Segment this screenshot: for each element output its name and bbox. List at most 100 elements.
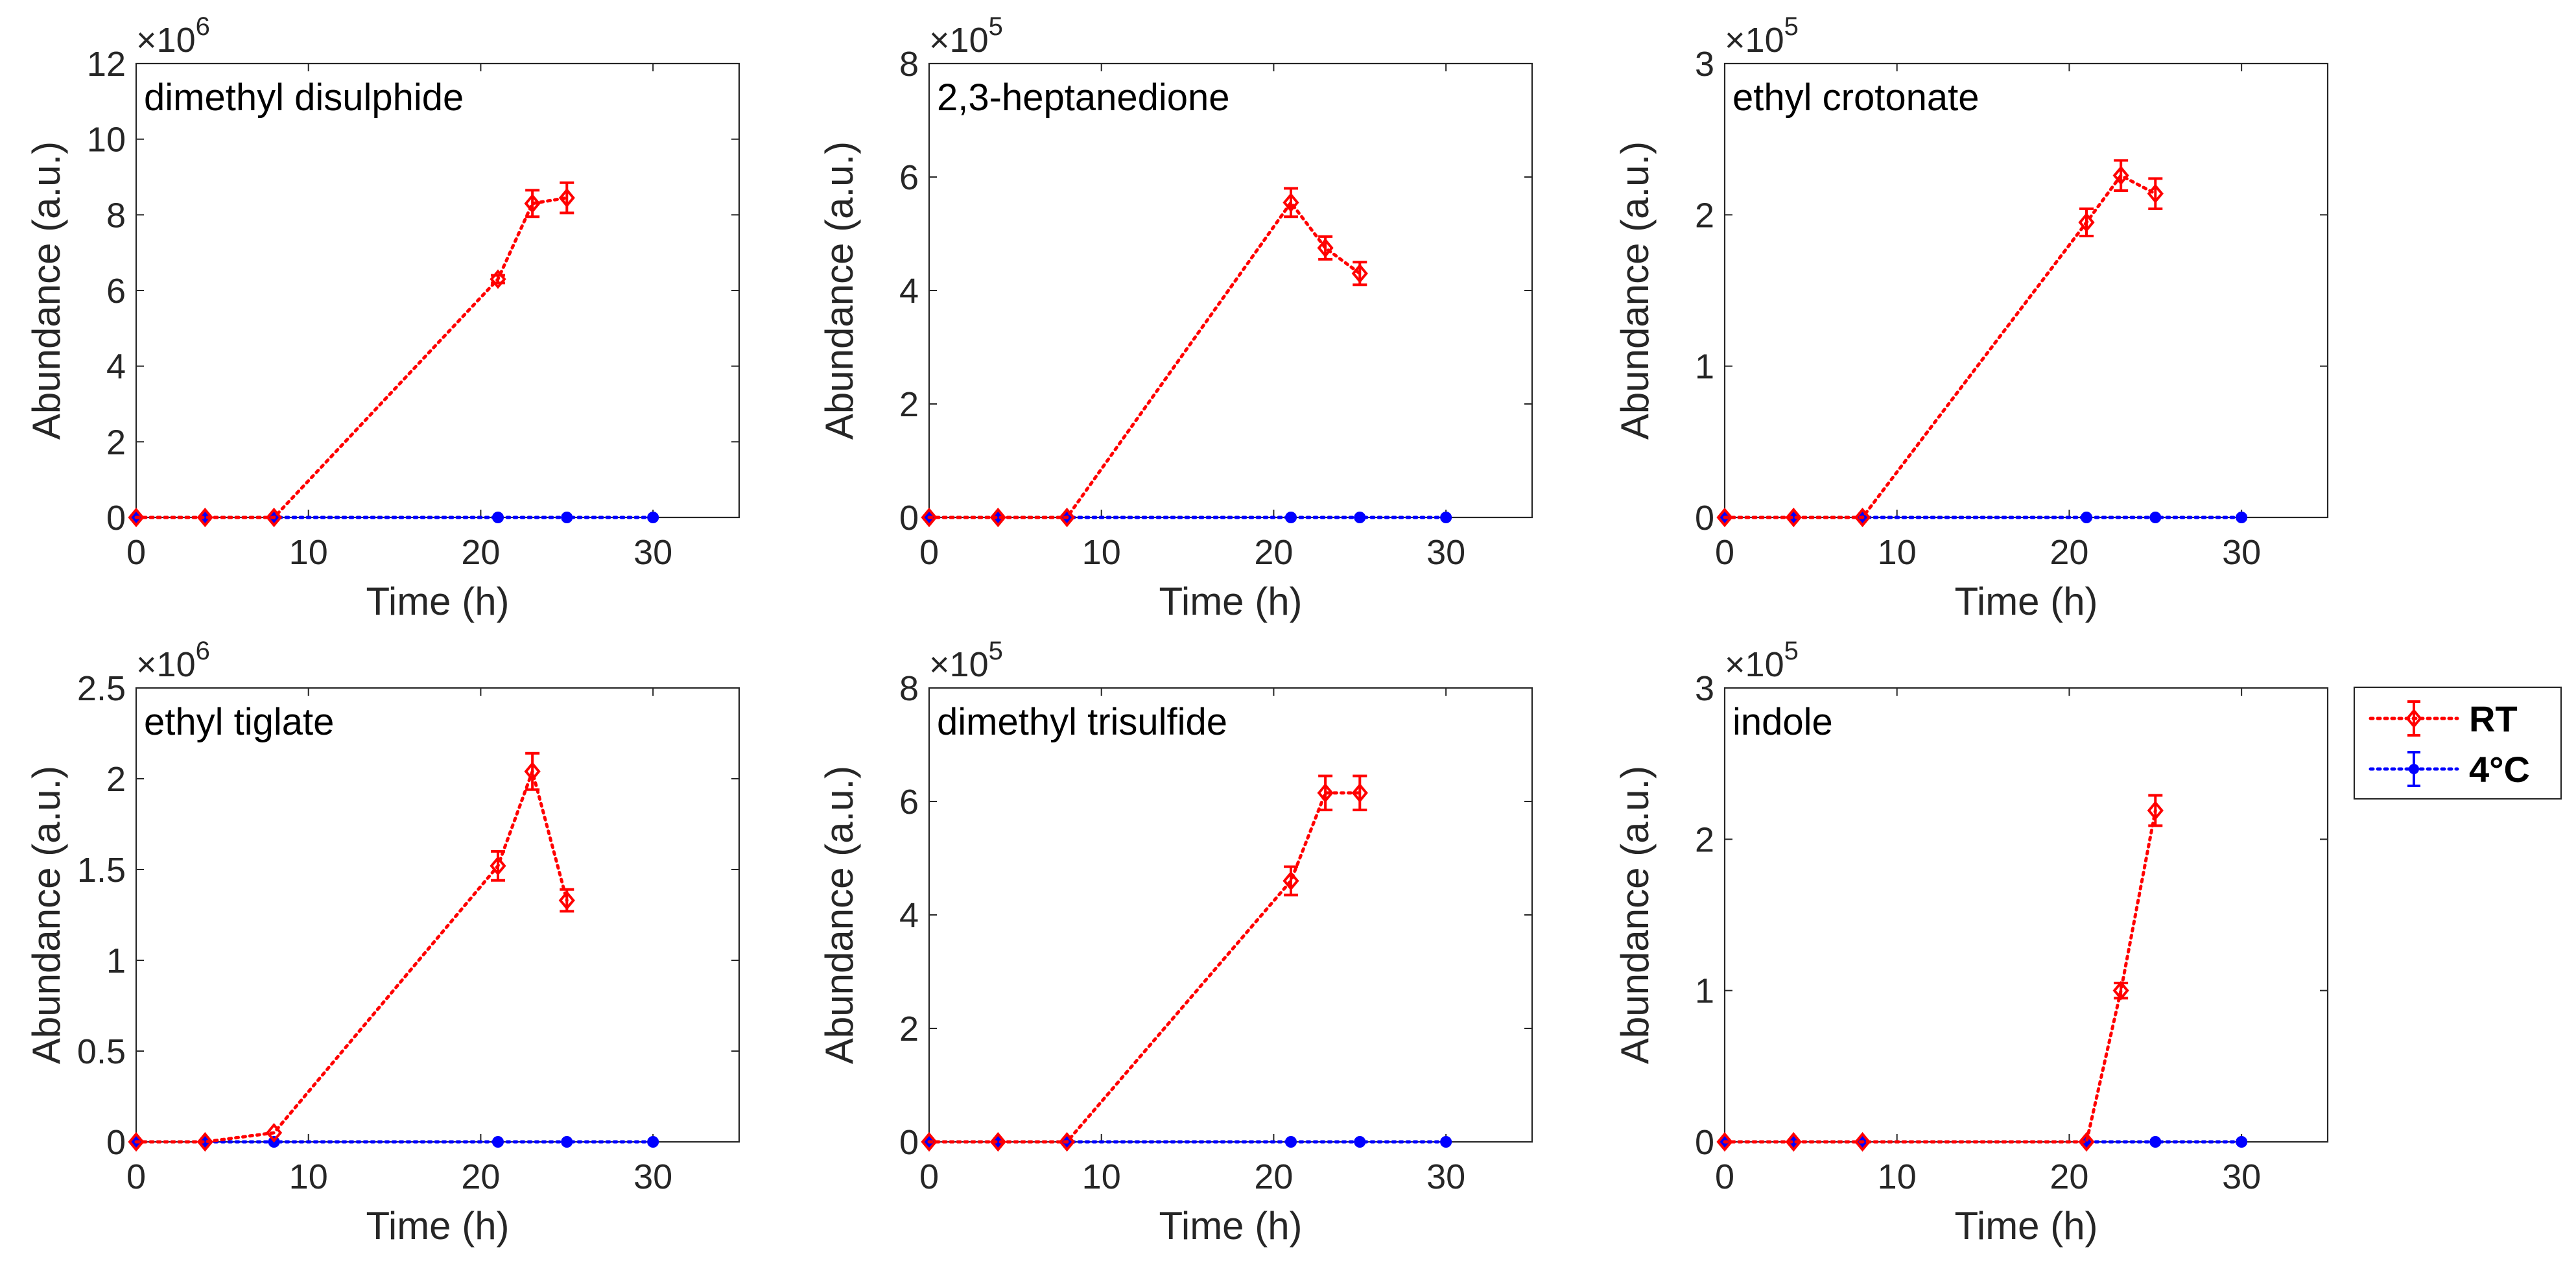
data-point-rt (524, 761, 541, 781)
axes-frame (928, 62, 1533, 519)
axis-exponent-label: ×105 (1725, 637, 1799, 684)
x-tick-label: 0 (919, 533, 939, 572)
x-axis-label: Time (h) (366, 1204, 509, 1248)
data-point-rt (558, 890, 575, 910)
subplot-title: dimethyl disulphide (144, 77, 464, 119)
axis-exponent-base: ×10 (136, 21, 196, 60)
y-tick-label: 6 (899, 158, 919, 197)
data-point-cold (561, 512, 573, 523)
data-point-rt (989, 507, 1006, 528)
data-point-cold (1440, 1136, 1452, 1148)
data-point-rt (921, 507, 938, 528)
data-point-rt (128, 507, 145, 528)
y-tick-label: 2.5 (77, 669, 126, 708)
y-axis-label: Abundance (a.u.) (1613, 141, 1657, 440)
y-tick-label: 0 (1695, 499, 1714, 538)
axis-exponent-base: ×10 (929, 21, 989, 60)
y-tick-label: 3 (1695, 669, 1714, 708)
data-point-rt (1282, 871, 1299, 891)
subplot-1: 0 2 4 6 8 10 12 0 10 20 30 Time (h) Abundance (a.u.)… (25, 12, 740, 623)
y-tick-label: 3 (1695, 45, 1714, 84)
axis-exponent-base: ×10 (136, 645, 196, 684)
axes-frame (135, 62, 740, 519)
data-point-cold (2236, 512, 2248, 523)
data-point-cold (1354, 512, 1366, 523)
x-tick-label: 0 (1715, 1157, 1734, 1196)
data-point-cold (1354, 1136, 1366, 1148)
data-point-rt (1317, 783, 1334, 803)
subplot-title: dimethyl trisulfide (937, 701, 1227, 743)
y-tick-label: 4 (106, 348, 126, 386)
x-tick-label: 0 (1715, 533, 1734, 572)
y-tick-label: 10 (87, 121, 126, 160)
y-axis-label: Abundance (a.u.) (818, 141, 861, 440)
data-point-rt (558, 187, 575, 208)
data-point-rt (1282, 193, 1299, 213)
x-tick-label: 10 (1082, 1157, 1121, 1196)
axis-exponent-power: 5 (989, 12, 1003, 41)
y-tick-label: 2 (106, 760, 126, 799)
data-point-cold (1440, 512, 1452, 523)
x-tick-label: 20 (2050, 1157, 2088, 1196)
axis-exponent-label: ×105 (1725, 12, 1799, 60)
data-point-rt (265, 507, 283, 528)
data-point-cold (561, 1136, 573, 1148)
series-line-rt (1723, 809, 2157, 1144)
x-tick-label: 10 (1082, 533, 1121, 572)
x-tick-label: 30 (1426, 533, 1465, 572)
data-point-cold (2236, 1136, 2248, 1148)
y-axis-label: Abundance (a.u.) (818, 766, 861, 1064)
y-tick-label: 2 (1695, 820, 1714, 859)
y-tick-label: 0.5 (77, 1032, 126, 1071)
y-tick-label: 2 (1695, 196, 1714, 235)
data-point-rt (1058, 1131, 1076, 1152)
data-point-rt (1351, 783, 1368, 803)
x-tick-label: 20 (2050, 533, 2088, 572)
x-tick-label: 20 (1254, 533, 1293, 572)
subplot-title: ethyl tiglate (144, 701, 334, 743)
y-tick-label: 8 (899, 45, 919, 84)
y-tick-label: 0 (106, 499, 126, 538)
y-tick-label: 0 (899, 499, 919, 538)
subplot-4: 0 0.5 1 1.5 2 2.5 0 10 20 30 Time (h) Abundance (a.… (25, 637, 740, 1248)
subplot-5: 0 2 4 6 8 0 10 20 30 Time (h) Abundance (a.u.) ×105… (818, 637, 1533, 1248)
subplot-title: 2,3-heptanedione (937, 77, 1230, 119)
legend: RT 4°C (2353, 686, 2562, 800)
subplot-title: ethyl crotonate (1732, 77, 1979, 119)
axis-exponent-label: ×106 (136, 12, 210, 60)
subplot-2: 0 2 4 6 8 0 10 20 30 Time (h) Abundance (a.u.) ×105… (818, 12, 1533, 623)
axis-exponent-base: ×10 (1725, 645, 1784, 684)
data-point-rt (1351, 263, 1368, 283)
y-tick-label: 6 (106, 272, 126, 311)
y-tick-label: 12 (87, 45, 126, 84)
y-axis-label: Abundance (a.u.) (25, 766, 68, 1064)
axes-frame (135, 687, 740, 1143)
data-point-rt (1058, 507, 1076, 528)
data-point-cold (1285, 1136, 1297, 1148)
axes-frame (1723, 687, 2329, 1143)
axes-frame (1723, 62, 2329, 519)
data-point-rt (1854, 507, 1871, 528)
axes-frame (928, 687, 1533, 1143)
x-axis-label: Time (h) (1954, 1204, 2097, 1248)
axis-exponent-power: 5 (1784, 637, 1799, 665)
x-axis-label: Time (h) (366, 580, 509, 623)
axis-exponent-power: 5 (989, 637, 1003, 665)
y-tick-label: 1.5 (77, 851, 126, 890)
axis-exponent-base: ×10 (929, 645, 989, 684)
axis-exponent-label: ×105 (929, 12, 1003, 60)
x-tick-label: 0 (126, 533, 146, 572)
x-tick-label: 0 (919, 1157, 939, 1196)
y-tick-label: 4 (899, 272, 919, 311)
legend-box (2353, 686, 2562, 800)
axis-exponent-label: ×105 (929, 637, 1003, 684)
data-point-rt (989, 1131, 1006, 1152)
data-point-cold (1285, 512, 1297, 523)
x-tick-label: 0 (126, 1157, 146, 1196)
data-point-rt (2112, 165, 2129, 185)
legend-label: 4°C (2469, 749, 2530, 790)
legend-label: RT (2469, 698, 2518, 739)
y-tick-label: 2 (899, 385, 919, 424)
